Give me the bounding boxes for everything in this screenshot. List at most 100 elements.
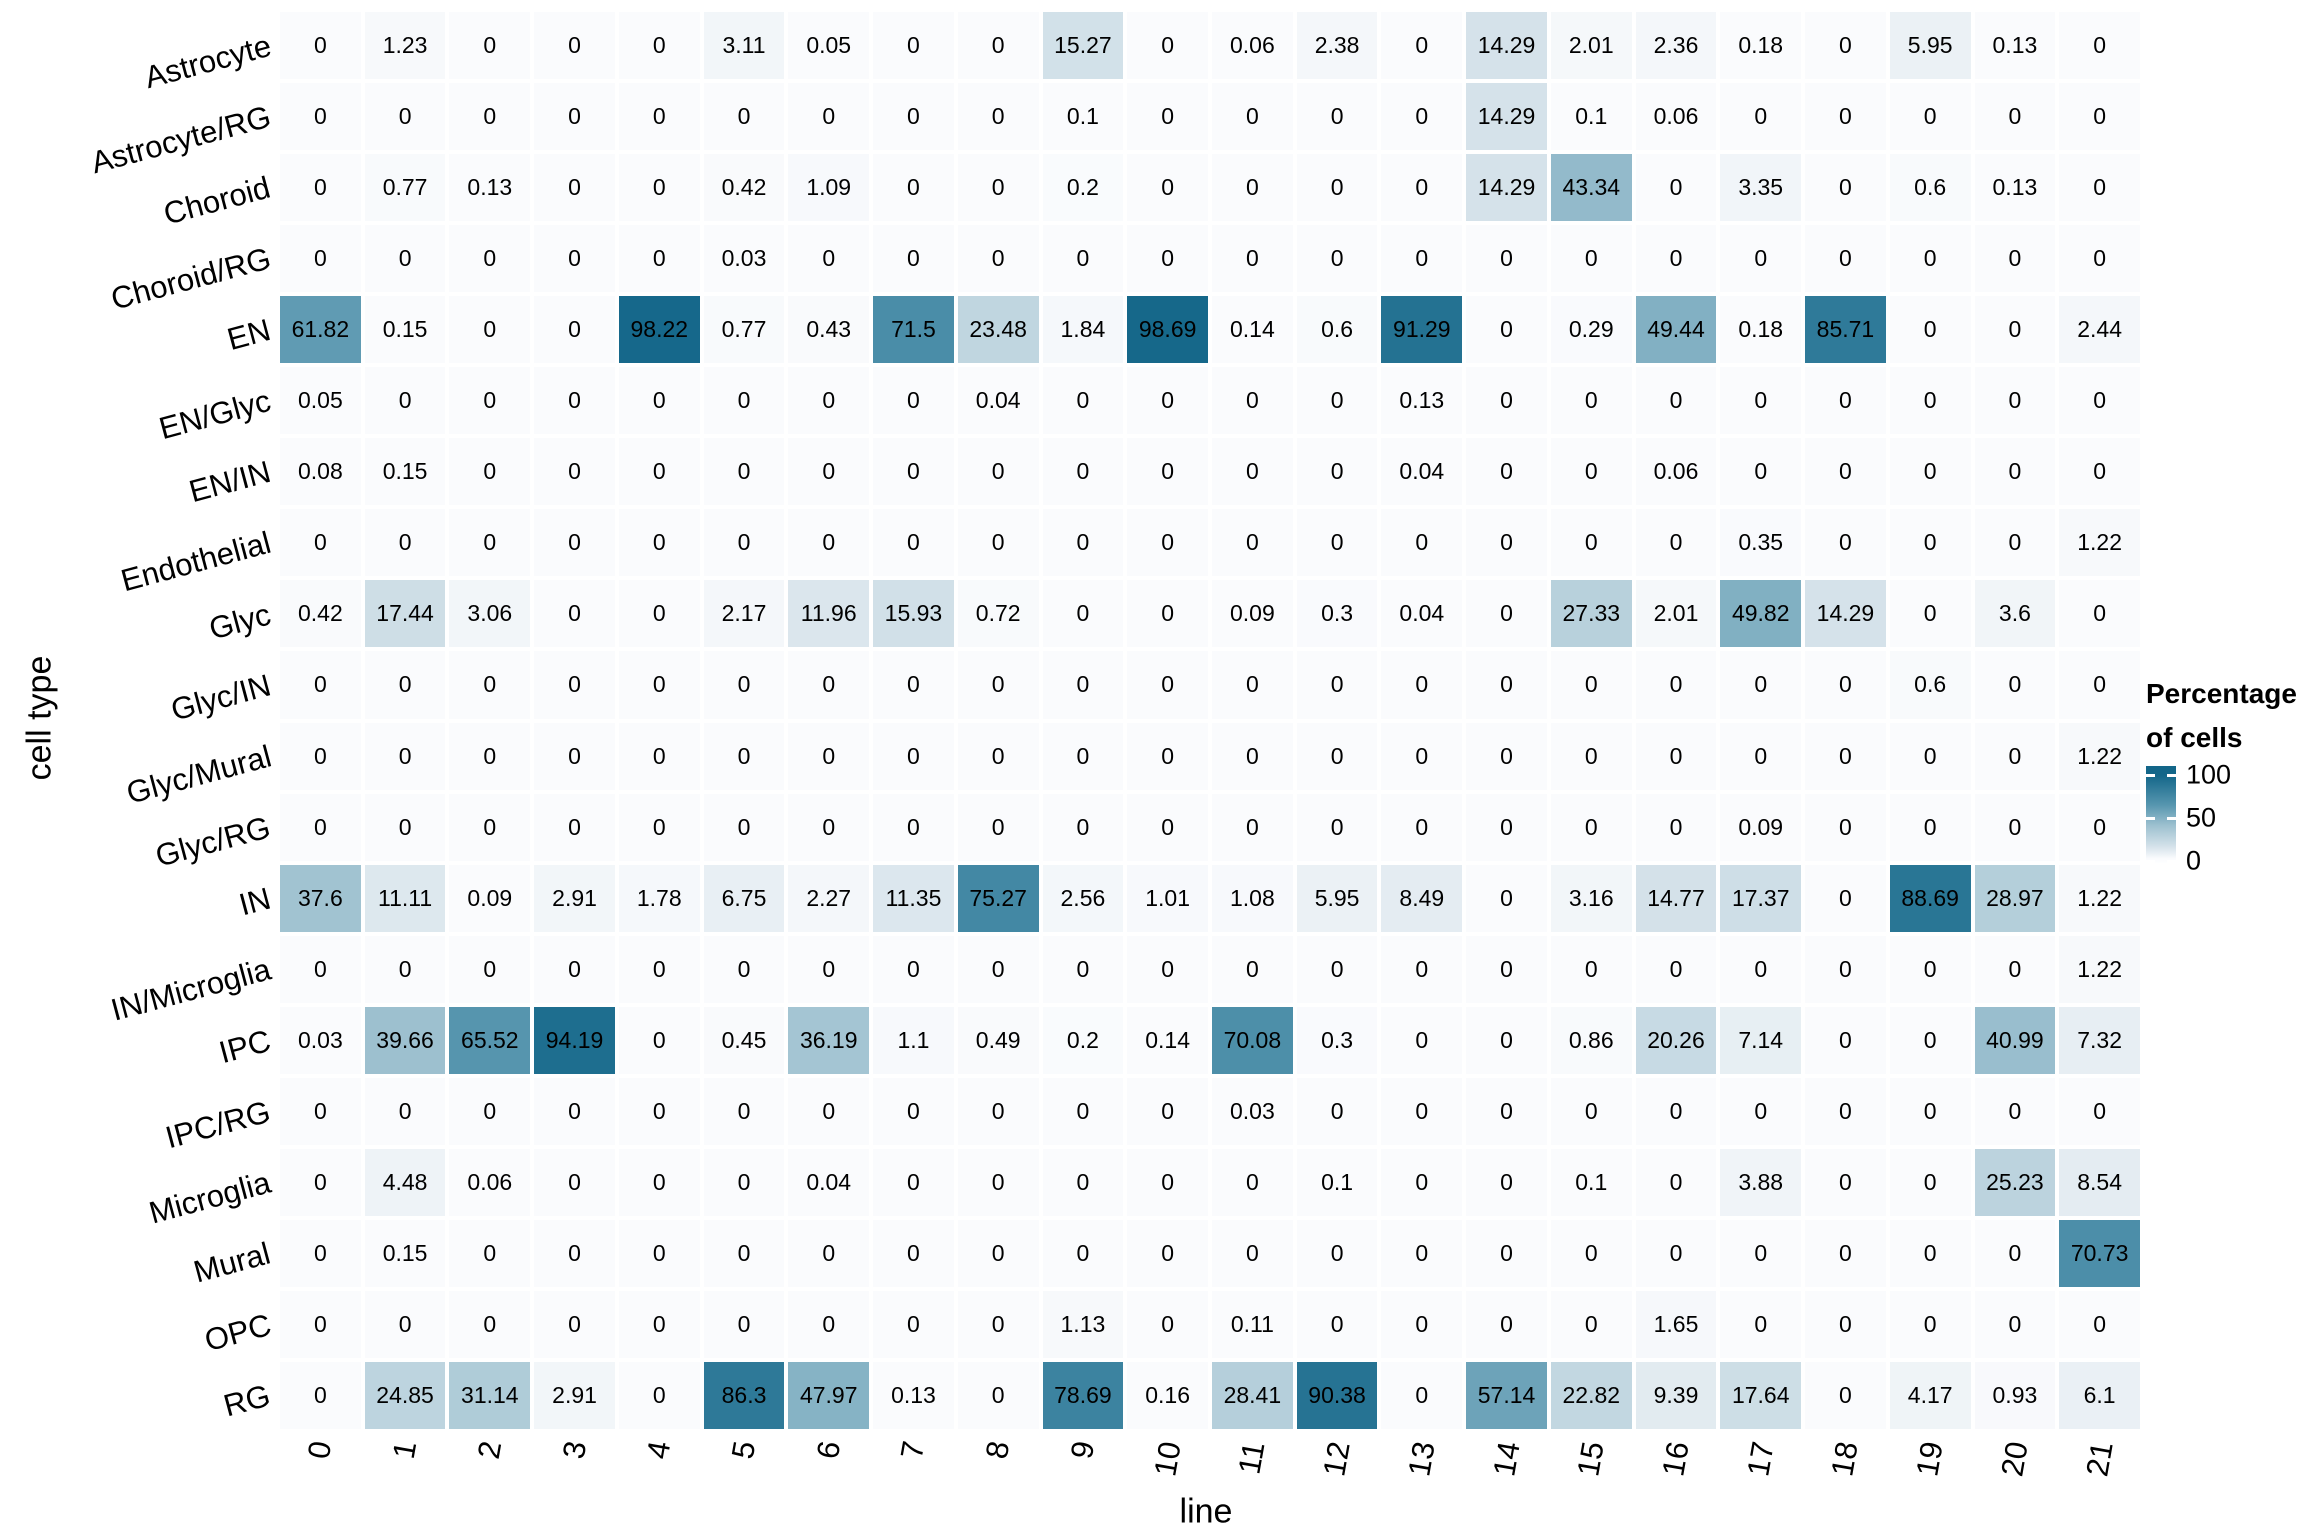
heatmap-cell: 5.95 (1889, 12, 1971, 80)
heatmap-cell: 0 (280, 651, 361, 719)
heatmap-cell-value: 0 (991, 103, 1005, 130)
heatmap-cell: 0 (1889, 83, 1971, 151)
heatmap-cell-value: 0 (1754, 742, 1768, 769)
x-tick-label: 8 (978, 1438, 1017, 1462)
heatmap-cell-value: 0 (652, 1381, 666, 1408)
heatmap-cell-value: 0 (1839, 813, 1852, 840)
heatmap-cell: 0.42 (703, 154, 785, 222)
heatmap-cell: 0 (1381, 12, 1463, 80)
heatmap-cell-value: 0 (652, 813, 666, 840)
heatmap-cell: 0 (1889, 935, 1971, 1003)
heatmap-cell: 0 (1635, 509, 1717, 577)
heatmap-cell-value: 3.11 (722, 32, 766, 59)
heatmap-cell-value: 0 (1839, 884, 1852, 911)
heatmap-cell-value: 0 (313, 174, 327, 201)
heatmap-cell-value: 0 (1923, 245, 1937, 272)
heatmap-cell: 2.91 (534, 1361, 615, 1429)
heatmap-cell: 0 (957, 793, 1039, 861)
heatmap-cell: 27.33 (1550, 580, 1632, 648)
heatmap-cell: 0 (1889, 509, 1971, 577)
heatmap-cell: 1.65 (1635, 1290, 1717, 1358)
heatmap-cell: 0 (1805, 509, 1886, 577)
heatmap-cell: 0 (1466, 296, 1547, 364)
heatmap-cell-value: 0 (1669, 1097, 1683, 1124)
heatmap-cell: 0 (1635, 935, 1717, 1003)
heatmap-cell: 23.48 (957, 296, 1039, 364)
y-tick-label: Astrocyte (140, 27, 275, 95)
heatmap-cell: 0 (618, 1361, 700, 1429)
heatmap-cell: 0 (280, 1077, 361, 1145)
heatmap-cell-value: 0 (1415, 955, 1429, 982)
heatmap-cell-value: 0 (1584, 671, 1598, 698)
heatmap-cell-value: 0 (1584, 1097, 1598, 1124)
heatmap-cell-value: 0 (1245, 103, 1259, 130)
heatmap-cell: 3.11 (703, 12, 785, 80)
heatmap-cell-value: 0 (483, 316, 497, 343)
heatmap-cell-value: 0 (1161, 32, 1175, 59)
heatmap-cell-value: 86.3 (721, 1381, 767, 1408)
heatmap-cell: 0 (788, 1077, 870, 1145)
heatmap-cell: 0 (1381, 722, 1463, 790)
heatmap-cell: 0 (1127, 12, 1208, 80)
heatmap-cell-value: 0 (1584, 1239, 1598, 1266)
heatmap-cell: 0 (534, 1219, 615, 1287)
heatmap-cell-value: 0 (1500, 1097, 1513, 1124)
heatmap-cell: 0 (449, 225, 531, 293)
heatmap-cell: 0 (1635, 154, 1717, 222)
heatmap-cell-value: 0.1 (1321, 1168, 1354, 1195)
heatmap-cell-value: 0 (483, 742, 497, 769)
heatmap-cell-value: 0 (1584, 955, 1598, 982)
heatmap-cell-value: 0 (313, 1097, 327, 1124)
heatmap-cell-value: 0 (1754, 955, 1768, 982)
heatmap-cell-value: 0 (398, 1097, 412, 1124)
heatmap-cell: 0.14 (1211, 296, 1293, 364)
heatmap-cell-value: 0 (652, 32, 666, 59)
heatmap-cell: 0 (1381, 793, 1463, 861)
heatmap-cell: 0 (703, 722, 785, 790)
heatmap-cell: 0 (1720, 367, 1802, 435)
heatmap-cell-value: 0 (1330, 1310, 1344, 1337)
heatmap-cell-value: 0 (568, 32, 581, 59)
heatmap-cell: 0 (1550, 935, 1632, 1003)
heatmap-cell: 90.38 (1296, 1361, 1378, 1429)
heatmap-cell-value: 0 (652, 529, 666, 556)
heatmap-cell: 0 (534, 651, 615, 719)
heatmap-cell-value: 0 (313, 1310, 327, 1337)
heatmap-cell-value: 0 (1330, 245, 1344, 272)
heatmap-cell-value: 0 (1161, 529, 1175, 556)
y-tick-label: EN/Glyc (155, 382, 275, 447)
heatmap-cell: 0 (703, 1148, 785, 1216)
heatmap-cell-value: 0 (1754, 1097, 1768, 1124)
heatmap-cell-value: 0 (1839, 671, 1852, 698)
heatmap-cell: 0 (1296, 651, 1378, 719)
heatmap-cell: 15.27 (1042, 12, 1124, 80)
heatmap-cell-value: 0 (1839, 458, 1852, 485)
heatmap-cell-value: 2.44 (2077, 316, 2122, 343)
heatmap-cell-value: 9.39 (1653, 1381, 1699, 1408)
heatmap-cell-value: 3.6 (1998, 600, 2031, 627)
heatmap-cell: 0 (1974, 1219, 2056, 1287)
heatmap-cell: 0 (1889, 1148, 1971, 1216)
heatmap-cell: 0 (1805, 722, 1886, 790)
heatmap-cell-value: 0 (1415, 1026, 1429, 1053)
heatmap-cell: 91.29 (1381, 296, 1463, 364)
heatmap-cell-value: 0.6 (1914, 671, 1947, 698)
heatmap-cell: 0 (1211, 83, 1293, 151)
heatmap-cell: 0 (2059, 1077, 2140, 1145)
heatmap-cell-value: 6.75 (721, 884, 767, 911)
heatmap-cell: 0 (1381, 1219, 1463, 1287)
heatmap-cell-value: 0 (1923, 1168, 1937, 1195)
heatmap-cell: 25.23 (1974, 1148, 2056, 1216)
heatmap-cell-value: 0.3 (1321, 600, 1354, 627)
heatmap-cell: 0 (957, 83, 1039, 151)
heatmap-cell: 2.36 (1635, 12, 1717, 80)
heatmap-cell: 0 (1550, 509, 1632, 577)
heatmap-cell-value: 0 (1415, 742, 1429, 769)
heatmap-cell: 0 (534, 1148, 615, 1216)
heatmap-cell-value: 0 (1839, 1026, 1852, 1053)
heatmap-cell: 0 (1042, 1219, 1124, 1287)
heatmap-cell-value: 0 (737, 387, 751, 414)
heatmap-cell-value: 0.03 (297, 1026, 343, 1053)
heatmap-cell-value: 0 (313, 671, 327, 698)
heatmap-cell: 1.78 (618, 864, 700, 932)
